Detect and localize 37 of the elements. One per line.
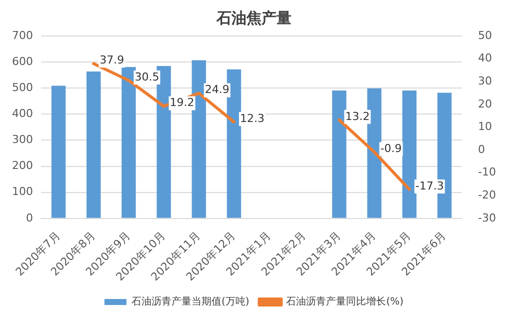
bar [367,88,382,218]
y2-tick-label: -30 [478,211,496,224]
legend-label: 石油沥青产量同比增长(%) [286,296,404,308]
data-label: 12.3 [240,112,264,125]
y-tick-label: 600 [12,54,33,68]
bar [122,67,136,218]
legend-label: 石油沥青产量当期值(万吨) [131,296,250,308]
bar [226,69,242,218]
data-label: -0.9 [380,142,402,155]
bar [332,90,346,218]
bar [192,60,206,218]
data-label: 37.9 [100,53,124,66]
y2-tick-label: 0 [478,142,486,156]
y-tick-label: 700 [12,28,33,42]
bar [86,71,101,218]
data-label: -17.3 [415,179,444,192]
y-tick-label: 500 [12,80,33,94]
y-tick-label: 0 [26,211,33,224]
y2-tick-label: -20 [478,188,496,202]
y-tick-label: 200 [12,159,33,172]
y-tick-label: 300 [12,133,33,146]
y2-tick-label: -10 [478,166,496,179]
bar [51,86,66,218]
y2-tick-label: 50 [478,28,492,42]
y2-tick-label: 40 [478,52,492,65]
data-label: 19.2 [170,96,194,110]
data-label: 13.2 [345,110,370,123]
y2-tick-label: 10 [478,120,492,134]
y2-tick-label: 20 [478,97,492,110]
y-tick-label: 400 [12,107,33,120]
data-label: 30.5 [134,70,160,84]
data-label: 24.9 [204,83,230,96]
y2-tick-label: 30 [478,74,492,88]
chart-title: 石油焦产量 [216,8,292,27]
y-tick-label: 100 [12,185,33,198]
bar [402,90,417,218]
bar [156,66,171,218]
